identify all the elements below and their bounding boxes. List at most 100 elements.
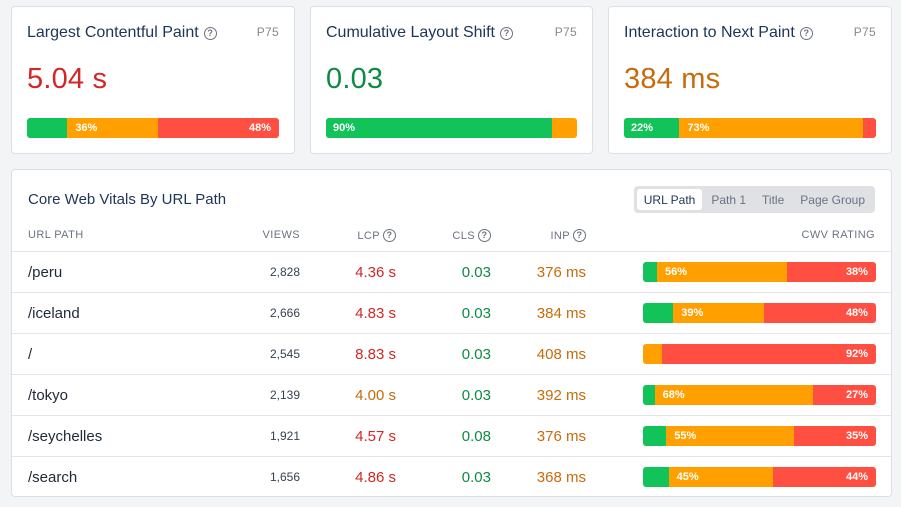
inp-cell: 384 ms — [536, 304, 586, 322]
poor-segment: 44% — [773, 467, 876, 487]
needs-improvement-segment: 39% — [673, 303, 765, 323]
cwv-by-url-card: Core Web Vitals By URL Path URL Path Pat… — [11, 169, 892, 497]
header-label: VIEWS — [262, 229, 300, 241]
inp-cell: 392 ms — [536, 386, 586, 404]
lcp-cell: 4.83 s — [355, 304, 396, 322]
tab-page-group[interactable]: Page Group — [800, 192, 865, 207]
inp-cell: 376 ms — [536, 263, 586, 281]
url-path-cell[interactable]: /peru — [28, 263, 63, 281]
grouping-segmented-control: URL Path Path 1 Title Page Group — [633, 186, 875, 213]
cwv-rating-bar: 45% 44% — [643, 467, 876, 487]
column-header-inp[interactable]: INP? — [550, 229, 586, 242]
header-label: INP — [550, 229, 570, 242]
column-header-cls[interactable]: CLS? — [452, 229, 491, 242]
url-path-cell[interactable]: / — [28, 345, 33, 363]
url-path-cell[interactable]: /tokyo — [28, 386, 69, 404]
help-icon[interactable]: ? — [499, 26, 513, 40]
ni-percent: 45% — [676, 471, 699, 483]
needs-improvement-segment — [551, 118, 577, 138]
poor-percent: 48% — [248, 122, 271, 134]
needs-improvement-segment: 55% — [666, 426, 795, 446]
help-icon[interactable]: ? — [799, 26, 813, 40]
cwv-rating-bar: 68% 27% — [643, 385, 876, 405]
views-cell: 2,666 — [269, 306, 300, 320]
views-cell: 2,828 — [269, 265, 300, 279]
cls-card: Cumulative Layout Shift ? P75 0.03 90% — [310, 6, 593, 154]
table-row[interactable]: /search 1,656 4.86 s 0.03 368 ms 45% 44% — [12, 456, 891, 497]
table-row[interactable]: /seychelles 1,921 4.57 s 0.08 376 ms 55%… — [12, 415, 891, 456]
needs-improvement-segment: 56% — [656, 262, 788, 282]
good-percent: 22% — [631, 122, 654, 134]
good-segment — [643, 262, 657, 282]
help-icon[interactable]: ? — [383, 229, 396, 242]
url-path-cell[interactable]: /iceland — [28, 304, 80, 322]
lcp-cell: 4.00 s — [355, 386, 396, 404]
table-row[interactable]: /peru 2,828 4.36 s 0.03 376 ms 56% 38% — [12, 251, 891, 292]
card-title: Largest Contentful Paint ? — [27, 24, 217, 42]
metric-title: Cumulative Layout Shift — [326, 24, 495, 41]
good-segment — [643, 385, 655, 405]
distribution-bar: 90% — [326, 118, 577, 138]
cwv-rating-bar: 56% 38% — [643, 262, 876, 282]
help-icon[interactable]: ? — [573, 229, 586, 242]
metric-value: 0.03 — [326, 63, 384, 95]
column-header-url-path[interactable]: URL PATH — [28, 229, 84, 241]
poor-segment: 48% — [764, 303, 876, 323]
table-title: Core Web Vitals By URL Path — [28, 191, 227, 208]
ni-percent: 68% — [662, 389, 685, 401]
tab-path-1[interactable]: Path 1 — [711, 192, 747, 207]
needs-improvement-segment: 36% — [67, 118, 159, 138]
views-cell: 1,656 — [269, 470, 300, 484]
poor-percent: 48% — [845, 307, 868, 319]
table-row[interactable]: / 2,545 8.83 s 0.03 408 ms 92% — [12, 333, 891, 374]
poor-segment: 27% — [813, 385, 876, 405]
lcp-cell: 4.57 s — [355, 427, 396, 445]
needs-improvement-segment: 68% — [654, 385, 814, 405]
good-segment — [643, 426, 667, 446]
card-title: Interaction to Next Paint ? — [624, 24, 813, 42]
cls-cell: 0.03 — [461, 304, 491, 322]
help-icon[interactable]: ? — [203, 26, 217, 40]
ni-percent: 73% — [687, 122, 710, 134]
needs-improvement-segment — [643, 344, 662, 364]
tab-title[interactable]: Title — [762, 192, 785, 207]
poor-segment — [863, 118, 876, 138]
ni-percent: 55% — [674, 430, 697, 442]
good-segment — [27, 118, 68, 138]
percentile-label: P75 — [256, 25, 279, 39]
column-header-lcp[interactable]: LCP? — [357, 229, 396, 242]
needs-improvement-segment: 45% — [668, 467, 774, 487]
distribution-bar: 22% 73% — [624, 118, 876, 138]
header-label: LCP — [357, 229, 380, 242]
poor-segment: 92% — [661, 344, 876, 364]
views-cell: 1,921 — [269, 429, 300, 443]
views-cell: 2,139 — [269, 388, 300, 402]
lcp-card: Largest Contentful Paint ? P75 5.04 s 36… — [11, 6, 295, 154]
cwv-rating-bar: 55% 35% — [643, 426, 876, 446]
table-row[interactable]: /tokyo 2,139 4.00 s 0.03 392 ms 68% 27% — [12, 374, 891, 415]
good-segment — [643, 467, 669, 487]
cwv-rating-bar: 39% 48% — [643, 303, 876, 323]
poor-percent: 38% — [845, 266, 868, 278]
cls-cell: 0.03 — [461, 263, 491, 281]
column-header-cwv-rating[interactable]: CWV RATING — [802, 229, 875, 241]
poor-segment: 35% — [794, 426, 876, 446]
ni-percent: 36% — [75, 122, 98, 134]
views-cell: 2,545 — [269, 347, 300, 361]
table-row[interactable]: /iceland 2,666 4.83 s 0.03 384 ms 39% 48… — [12, 292, 891, 333]
header-label: CLS — [452, 229, 475, 242]
ni-percent: 39% — [681, 307, 704, 319]
tab-url-path[interactable]: URL Path — [636, 189, 703, 210]
inp-cell: 368 ms — [536, 468, 586, 486]
lcp-cell: 4.36 s — [355, 263, 396, 281]
inp-cell: 408 ms — [536, 345, 586, 363]
help-icon[interactable]: ? — [478, 229, 491, 242]
header-label: CWV RATING — [801, 229, 875, 241]
url-path-cell[interactable]: /seychelles — [28, 427, 103, 445]
poor-percent: 35% — [845, 430, 868, 442]
ni-percent: 56% — [664, 266, 687, 278]
percentile-label: P75 — [853, 25, 876, 39]
cls-cell: 0.08 — [461, 427, 491, 445]
url-path-cell[interactable]: /search — [28, 468, 78, 486]
column-header-views[interactable]: VIEWS — [263, 229, 300, 241]
